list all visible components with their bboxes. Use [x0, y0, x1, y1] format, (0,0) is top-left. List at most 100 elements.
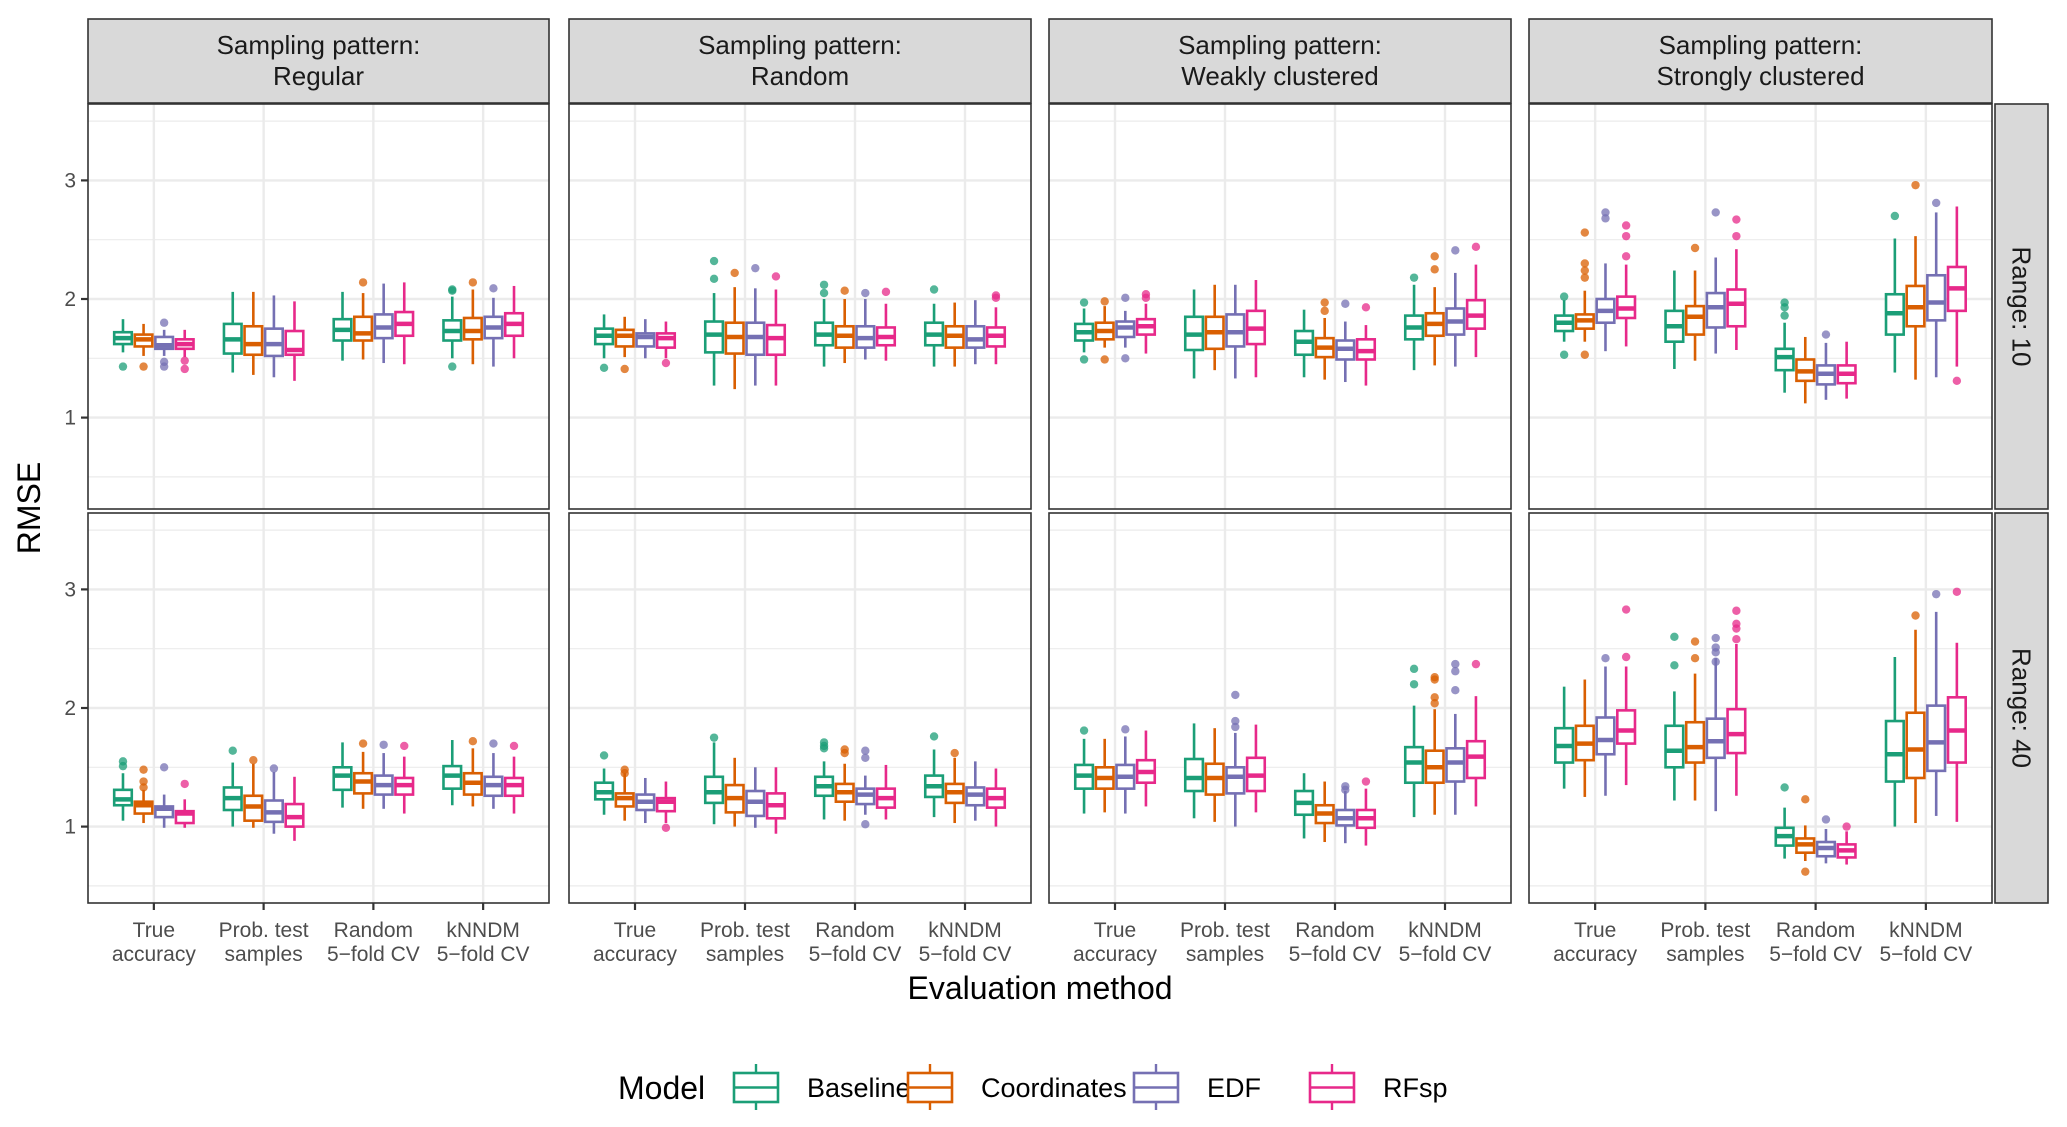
- box-body: [1926, 273, 1947, 322]
- outlier-point: [139, 765, 148, 774]
- x-tick-label: 5−fold CV: [437, 943, 530, 966]
- outlier-point: [1580, 350, 1590, 359]
- box-rfsp: [1355, 303, 1377, 386]
- outlier-point: [1780, 311, 1789, 320]
- box-coordinates: [944, 748, 965, 824]
- row-strip-background: [1994, 103, 2049, 510]
- box-body: [1664, 724, 1685, 769]
- box-edf: [373, 740, 394, 809]
- outlier-point: [709, 256, 719, 266]
- box-rfsp: [655, 781, 677, 832]
- box-edf: [635, 319, 656, 359]
- x-tick-label: accuracy: [112, 943, 197, 966]
- box-baseline: [1774, 783, 1795, 859]
- facet-panel: [568, 103, 1032, 510]
- outlier-point: [1430, 675, 1439, 684]
- legend-label: Coordinates: [981, 1073, 1127, 1103]
- outlier-point: [1580, 273, 1590, 282]
- box-body: [1726, 288, 1747, 328]
- box-rfsp: [284, 776, 305, 841]
- outlier-point: [448, 362, 457, 371]
- outlier-point: [1711, 657, 1720, 666]
- box-edf: [1445, 246, 1466, 367]
- x-tick-label: 5−fold CV: [1289, 943, 1382, 966]
- box-coordinates: [243, 291, 264, 375]
- box-rfsp: [875, 764, 897, 820]
- outlier-point: [1621, 652, 1631, 662]
- box-rfsp: [985, 291, 1007, 365]
- legend-key-box-icon: [1132, 1064, 1180, 1110]
- box-body: [243, 324, 264, 357]
- box-coordinates: [944, 302, 965, 367]
- outlier-point: [620, 364, 629, 374]
- box-body: [1905, 711, 1926, 780]
- box-coordinates: [1574, 228, 1595, 359]
- box-edf: [1705, 208, 1726, 354]
- outlier-point: [1320, 298, 1329, 307]
- outlier-point: [1471, 242, 1481, 252]
- outlier-point: [1952, 587, 1962, 596]
- x-tick-label: Prob. test: [219, 919, 309, 942]
- box-body: [154, 805, 175, 819]
- box-edf: [1926, 198, 1947, 378]
- box-body: [1705, 717, 1726, 760]
- box-baseline: [813, 738, 835, 820]
- box-rfsp: [1245, 724, 1267, 813]
- x-tick-label: 5−fold CV: [1399, 943, 1492, 966]
- box-baseline: [703, 733, 725, 825]
- outlier-point: [1732, 624, 1741, 633]
- outlier-point: [400, 741, 409, 751]
- legend-item-baseline: Baseline: [732, 1064, 911, 1110]
- legend-item-rfsp: RFsp: [1308, 1064, 1448, 1110]
- box-edf: [1815, 330, 1837, 400]
- legend-label: Baseline: [807, 1073, 911, 1103]
- column-strip-background: [1048, 18, 1512, 104]
- box-baseline: [112, 319, 134, 371]
- box-edf: [1225, 284, 1246, 379]
- facet-panel: [568, 512, 1032, 904]
- box-rfsp: [1946, 206, 1967, 386]
- outlier-point: [1409, 680, 1419, 689]
- box-coordinates: [724, 757, 745, 827]
- box-coordinates: [1314, 781, 1335, 843]
- legend-title: Model: [618, 1070, 705, 1106]
- panel-border: [87, 103, 550, 510]
- box-edf: [1595, 653, 1616, 796]
- panel-border: [568, 512, 1032, 904]
- panel-background: [88, 104, 549, 509]
- outlier-point: [1621, 221, 1631, 230]
- row-strip-background: [1994, 512, 2049, 904]
- box-rfsp: [1465, 659, 1487, 807]
- legend-label: RFsp: [1383, 1073, 1448, 1103]
- outlier-point: [180, 779, 189, 789]
- box-rfsp: [174, 329, 195, 374]
- box-coordinates: [1424, 252, 1445, 366]
- box-body: [1183, 757, 1205, 793]
- outlier-point: [771, 272, 781, 281]
- box-rfsp: [985, 768, 1007, 827]
- box-baseline: [1073, 298, 1095, 364]
- box-coordinates: [1795, 795, 1816, 876]
- outlier-point: [1451, 659, 1460, 669]
- box-baseline: [332, 742, 353, 808]
- box-rfsp: [1355, 777, 1377, 846]
- box-rfsp: [394, 282, 415, 365]
- box-body: [462, 316, 483, 341]
- outlier-point: [1780, 783, 1789, 792]
- box-edf: [965, 761, 986, 821]
- outlier-point: [929, 732, 939, 741]
- x-tick-label: 5−fold CV: [327, 943, 420, 966]
- outlier-point: [1911, 611, 1920, 620]
- box-baseline: [442, 285, 463, 371]
- column-strip-label: Strongly clustered: [1656, 61, 1864, 91]
- box-edf: [263, 295, 284, 378]
- panel-background: [569, 104, 1031, 509]
- box-rfsp: [1726, 606, 1747, 796]
- x-tick-label: Random: [815, 919, 894, 942]
- x-tick-label: 5−fold CV: [809, 943, 902, 966]
- x-tick-label: Prob. test: [1180, 919, 1270, 942]
- outlier-point: [1931, 198, 1941, 208]
- outlier-point: [1430, 265, 1439, 274]
- box-body: [1684, 720, 1706, 764]
